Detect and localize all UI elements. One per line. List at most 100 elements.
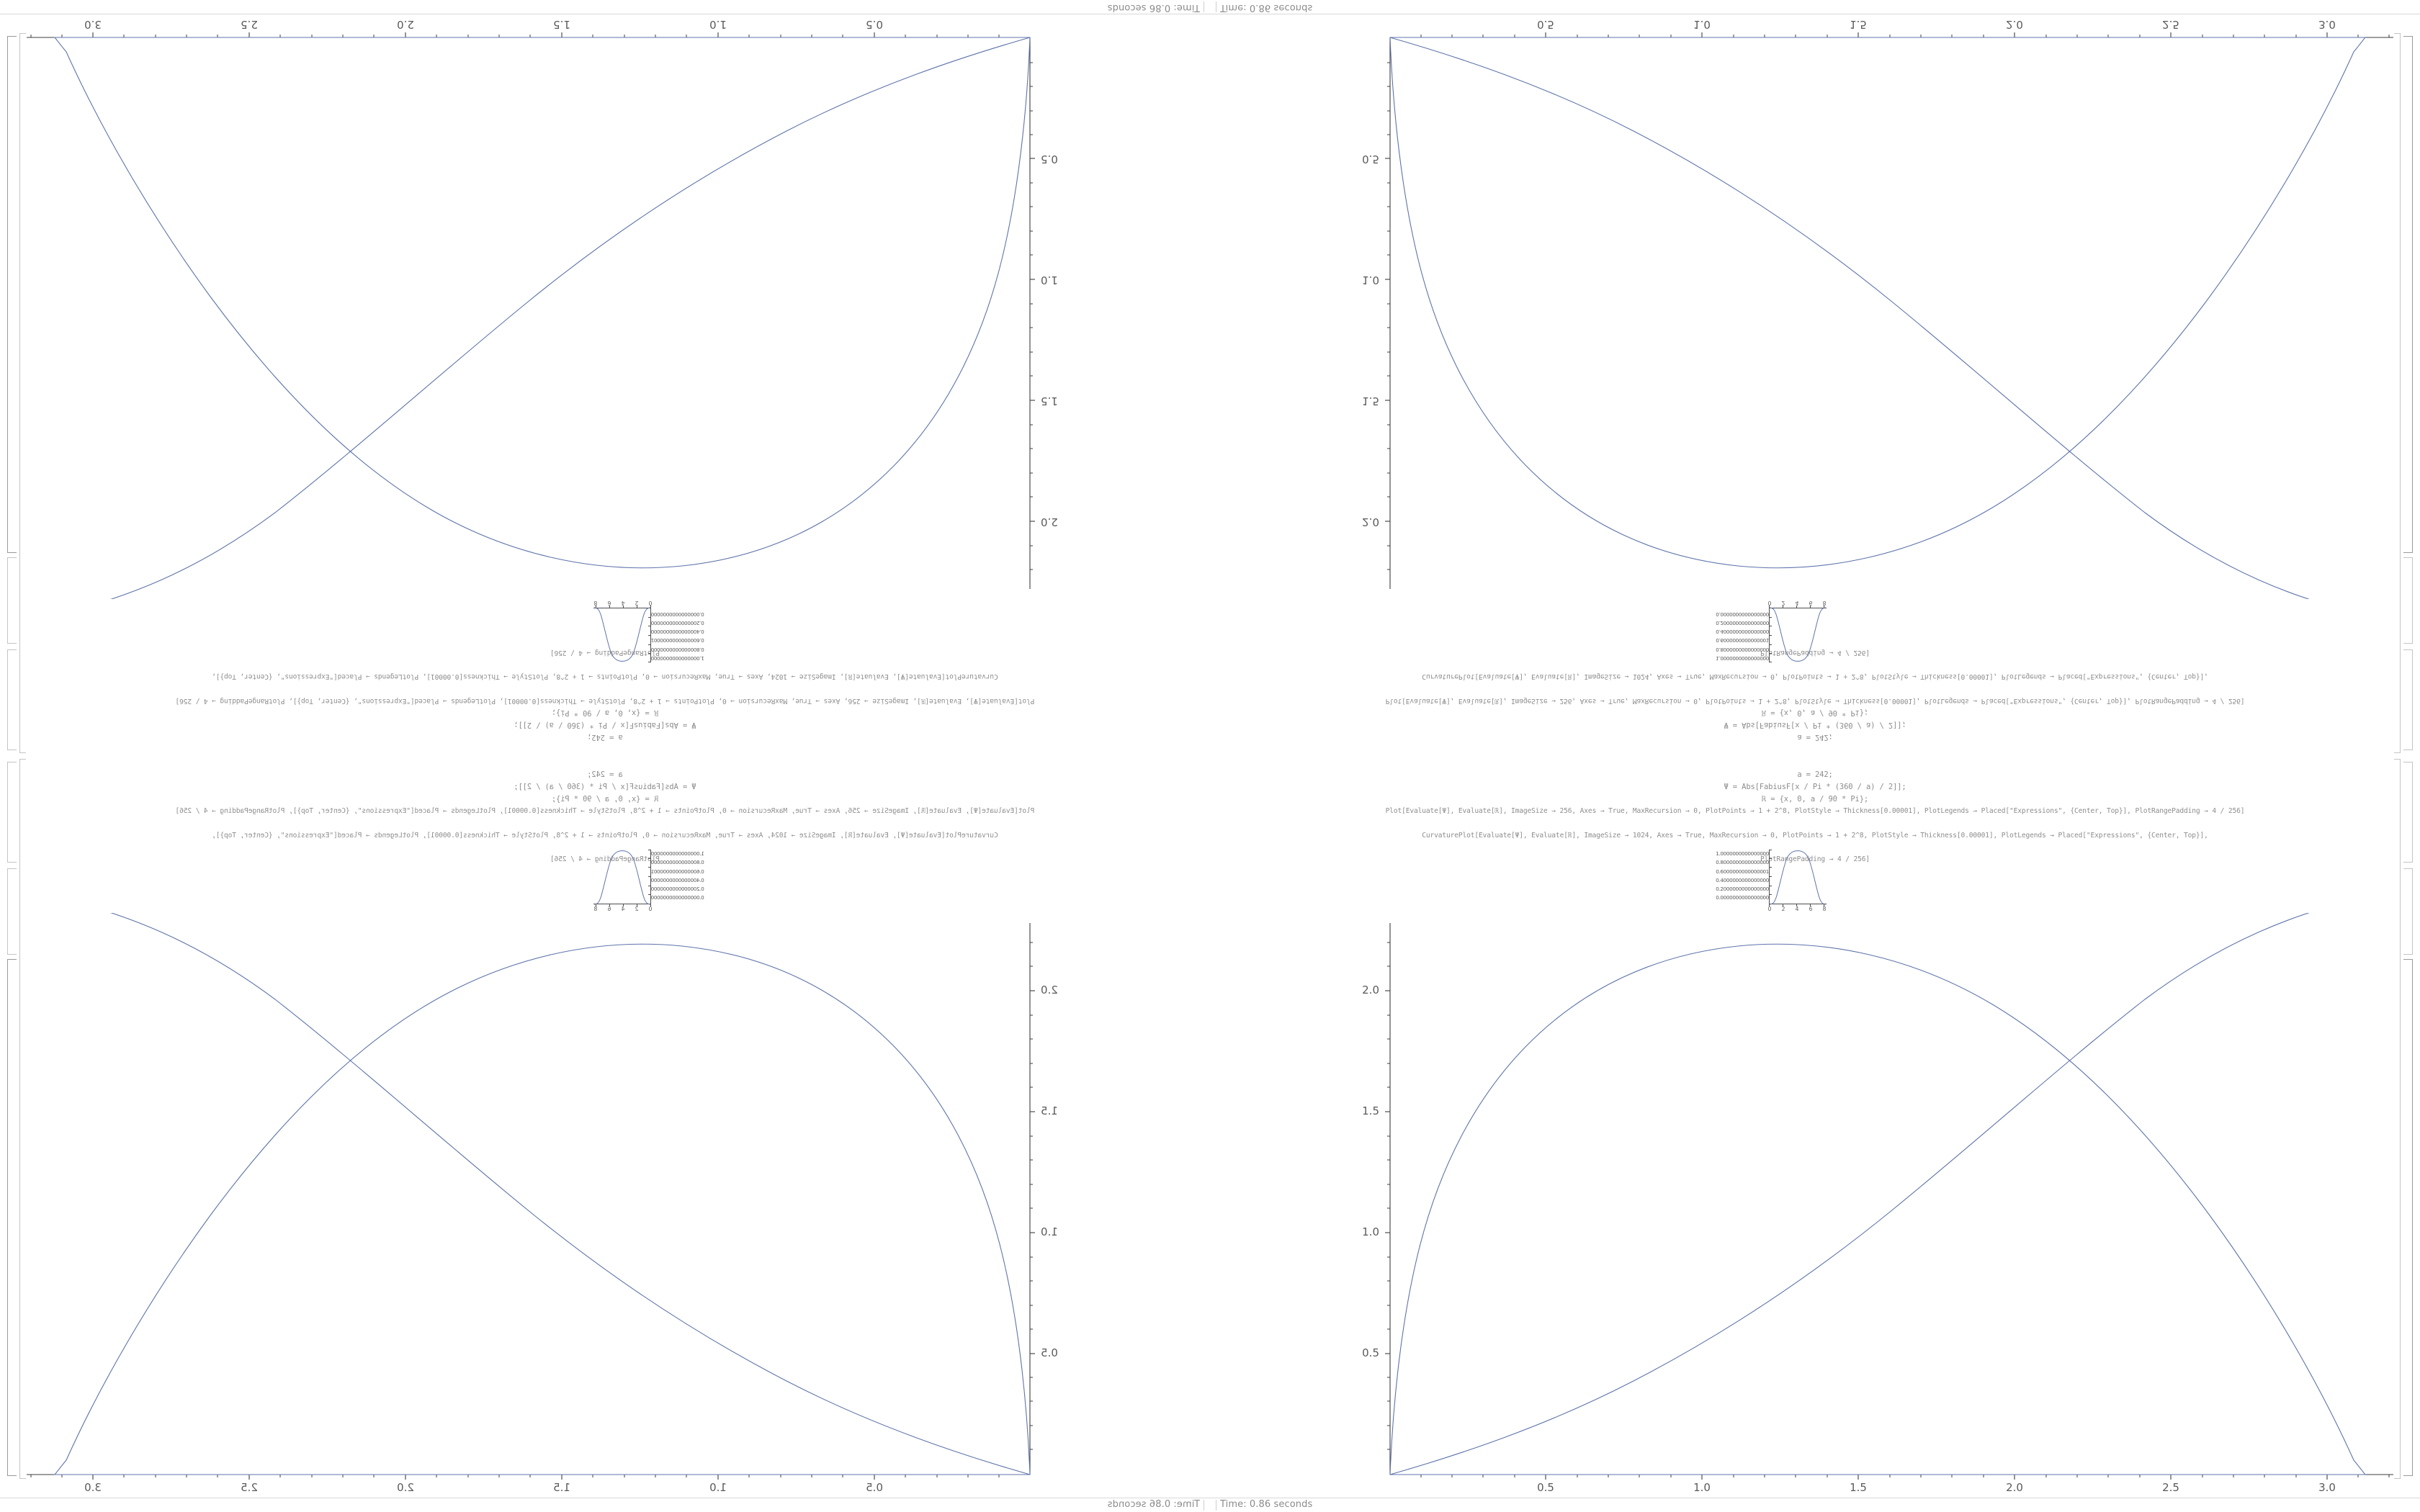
cell-group-bracket[interactable] (2394, 759, 2401, 1479)
y-major-ticks (1385, 990, 1390, 1354)
inset-xtick-label-1: 2 (1781, 906, 1785, 912)
code-line-a: a = 242; (1797, 770, 1833, 779)
curvature-loop-path (1389, 943, 2367, 1475)
xtick-label-3-0: 3.0 (2318, 18, 2336, 31)
xtick-label-2-5: 2.5 (2162, 1481, 2179, 1494)
code-line-a: a = 242; (587, 770, 623, 779)
cell-bracket-output-2[interactable] (7, 959, 17, 1476)
y-major-ticks (1030, 990, 1035, 1354)
code-line-curvatureplot: CurvaturePlot[Evaluate[Ψ], Evaluate[ℝ], … (1422, 831, 2208, 840)
inset-ytick (1770, 867, 1772, 868)
inset-xtick (1796, 904, 1797, 906)
quadrant-bottom-right: a = 242; Ψ = Abs[FabiusF[x / Pi * (360 /… (1210, 756, 2420, 1512)
cell-bracket-output-2[interactable] (2403, 36, 2413, 553)
inset-curve (1769, 607, 1827, 662)
cell-bracket-output-1[interactable] (7, 557, 17, 644)
x-major-ticks (92, 32, 875, 37)
code-line-psi: Ψ = Abs[FabiusF[x / Pi * (360 / a) / 2]]… (514, 783, 696, 791)
inset-xtick-label-2: 4 (621, 600, 625, 606)
ytick-label-0-5: 0.5 (1362, 153, 1379, 166)
x-major-ticks (92, 1475, 875, 1480)
cell-group-bracket[interactable] (19, 759, 26, 1479)
xtick-label-3-0: 3.0 (84, 18, 102, 31)
inset-xtick-label-4: 8 (593, 600, 598, 606)
code-line-curvatureplot: CurvaturePlot[Evaluate[Ψ], Evaluate[ℝ], … (212, 672, 998, 681)
xtick-label-1-0: 1.0 (1693, 1481, 1711, 1494)
inset-y-tick-5: 0.0000000000000000 (651, 611, 704, 618)
inset-xtick-label-1: 2 (635, 906, 639, 912)
inset-xtick (1810, 904, 1811, 906)
xtick-label-2-0: 2.0 (2006, 18, 2023, 31)
y-minor-ticks (1030, 942, 1033, 1450)
x-major-ticks (1545, 1475, 2328, 1480)
ytick-label-1-0: 1.0 (1362, 274, 1379, 287)
code-line-range: ℝ = {x, 0, a / 90 * Pi}; (1761, 795, 1869, 804)
inset-y-tick-0: 1.0000000000000000 (1716, 655, 1769, 662)
cell-bracket-output-1[interactable] (2403, 868, 2413, 955)
ytick-label-2-0: 2.0 (1041, 516, 1058, 528)
inset-ytick (1770, 858, 1772, 859)
legend-inset-plot: 1.0000000000000000 0.8000000000000000 0.… (1700, 600, 1828, 664)
cell-bracket-input-1[interactable] (7, 762, 17, 863)
inset-y-tick-labels: 1.0000000000000000 0.8000000000000000 0.… (1700, 609, 1769, 662)
xtick-label-2-0: 2.0 (397, 1481, 414, 1494)
xtick-label-1-5: 1.5 (1850, 1481, 1867, 1494)
cell-bracket-input-1[interactable] (2403, 762, 2413, 863)
inset-y-tick-5: 0.0000000000000000 (1716, 894, 1769, 901)
code-line-gap (43, 817, 1167, 830)
xtick-label-2-5: 2.5 (241, 1481, 258, 1494)
code-cell[interactable]: a = 242; Ψ = Abs[FabiusF[x / Pi * (360 /… (1253, 769, 2377, 865)
inset-xtick-label-3: 6 (607, 600, 611, 606)
inset-y-tick-2: 0.6000000000000001 (651, 637, 704, 644)
cell-group-bracket[interactable] (2394, 33, 2401, 753)
ytick-label-1-0: 1.0 (1362, 1225, 1379, 1238)
inset-curve (593, 607, 651, 662)
cell-bracket-input-1[interactable] (2403, 649, 2413, 750)
notebook-half: a = 242; Ψ = Abs[FabiusF[x / Pi * (360 /… (0, 0, 1210, 756)
cell-bracket-output-1[interactable] (7, 868, 17, 955)
code-line-psi: Ψ = Abs[FabiusF[x / Pi * (360 / a) / 2]]… (1724, 783, 1906, 791)
xtick-label-0-5: 0.5 (1537, 18, 1554, 31)
inset-y-tick-3: 0.4000000000000000 (1716, 876, 1769, 883)
quadrant-top-left: a = 242; Ψ = Abs[FabiusF[x / Pi * (360 /… (0, 0, 1210, 756)
cell-group-bracket[interactable] (19, 33, 26, 753)
inset-xtick-label-3: 6 (1809, 600, 1813, 606)
y-minor-ticks (1030, 62, 1033, 570)
x-major-ticks (1545, 32, 2328, 37)
main-curvature-plot: 0.5 1.0 1.5 2.0 (1345, 16, 2404, 599)
code-line-psi: Ψ = Abs[FabiusF[x / Pi * (360 / a) / 2]]… (514, 721, 696, 729)
cell-bracket-output-2[interactable] (2403, 959, 2413, 1476)
cell-bracket-output-1[interactable] (2403, 557, 2413, 644)
quadrant-top-right: a = 242; Ψ = Abs[FabiusF[x / Pi * (360 /… (1210, 0, 2420, 756)
y-minor-ticks (1387, 62, 1390, 570)
cell-bracket-output-2[interactable] (7, 36, 17, 553)
xtick-label-0-5: 0.5 (1537, 1481, 1554, 1494)
cell-bracket-input-1[interactable] (7, 649, 17, 750)
inset-y-tick-1: 0.8000000000000000 (651, 859, 704, 866)
status-time-text: Time: 0.86 seconds (1220, 1499, 1313, 1510)
rising-arc-path (1389, 913, 2310, 1475)
inset-y-tick-4: 0.2000000000000000 (651, 619, 704, 626)
inset-y-tick-2: 0.6000000000000001 (1716, 637, 1769, 644)
inset-y-tick-1: 0.8000000000000000 (1716, 646, 1769, 653)
inset-y-tick-5: 0.0000000000000000 (651, 894, 704, 901)
inset-curve (1769, 850, 1827, 905)
x-minor-ticks (30, 1475, 1000, 1477)
main-curvature-plot: 0.5 1.0 1.5 2.0 (16, 913, 1075, 1496)
code-line-gap (43, 682, 1167, 695)
xtick-label-1-5: 1.5 (1850, 18, 1867, 31)
ytick-label-0-5: 0.5 (1041, 1346, 1058, 1359)
x-minor-ticks (30, 35, 1000, 37)
notebook-half: a = 242; Ψ = Abs[FabiusF[x / Pi * (360 /… (1210, 0, 2420, 756)
xtick-label-0-5: 0.5 (866, 1481, 883, 1494)
inset-xtick-label-1: 2 (635, 600, 639, 606)
inset-x-tick-labels: 0 2 4 6 8 (1767, 906, 1828, 914)
code-line-a: a = 242; (1797, 733, 1833, 742)
xtick-label-2-0: 2.0 (2006, 1481, 2023, 1494)
legend-inset-plot: 1.0000000000000000 0.8000000000000000 0.… (592, 600, 720, 664)
inset-y-tick-1: 0.8000000000000000 (651, 646, 704, 653)
code-line-range: ℝ = {x, 0, a / 90 * Pi}; (551, 795, 659, 804)
status-bar (1210, 1498, 2420, 1512)
inset-xtick-label-0: 0 (1767, 906, 1772, 912)
status-time-text: Time: 0.86 seconds (1220, 2, 1313, 13)
